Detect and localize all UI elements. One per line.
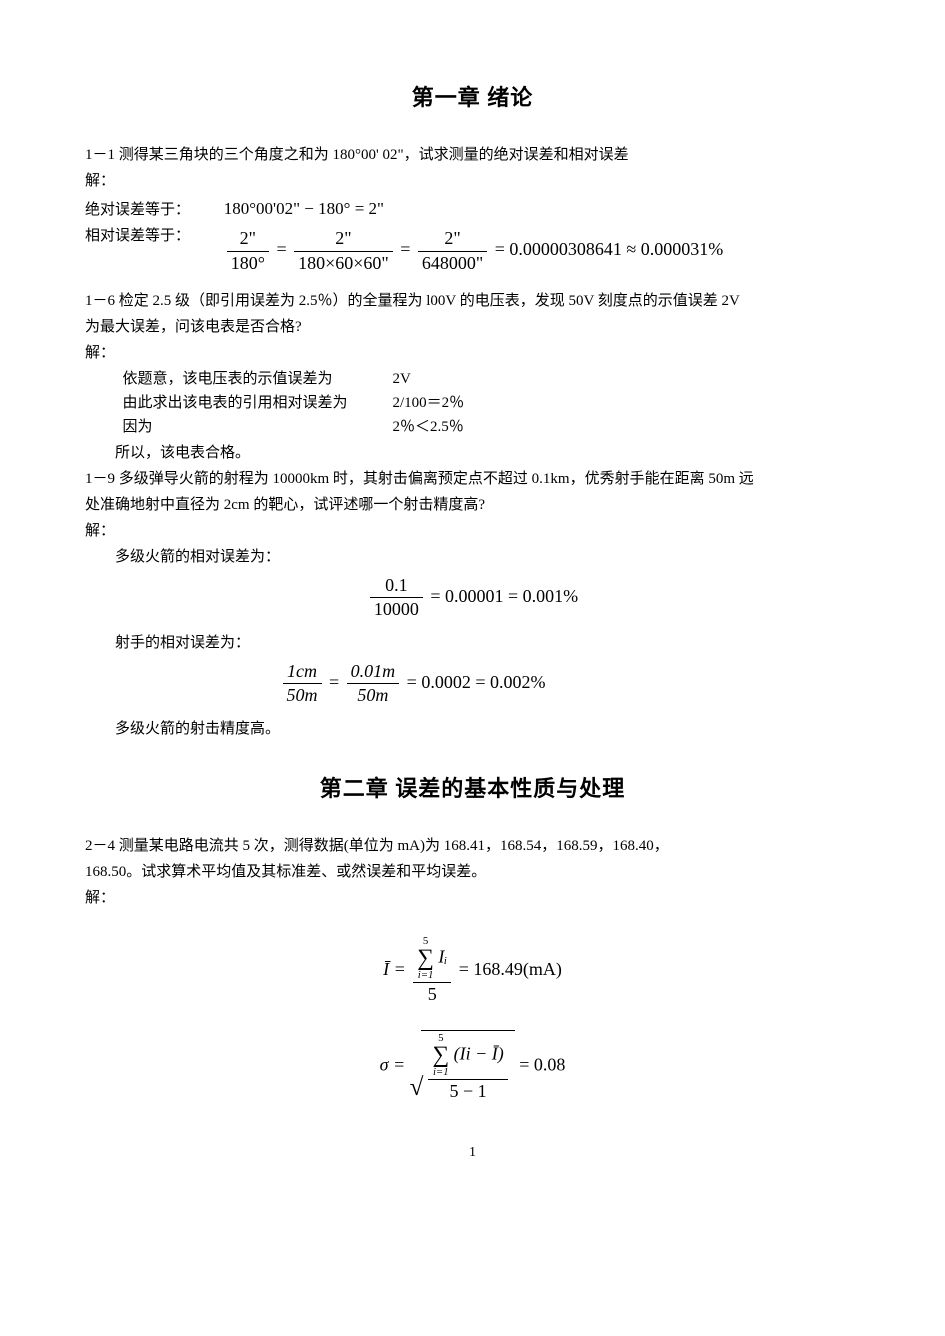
q1-1-rel-f1-den: 180° bbox=[227, 252, 269, 275]
q1-6-r0-c2: 2V bbox=[393, 367, 411, 391]
chapter2-title: 第二章 误差的基本性质与处理 bbox=[85, 771, 860, 806]
q1-1-abs-lhs: 180°00'02" − 180° bbox=[224, 199, 351, 218]
eq-sign: = bbox=[329, 672, 344, 692]
q2-4-sol-label: 解： bbox=[85, 886, 860, 910]
q2-4-mean-sumbot: i=1 bbox=[418, 970, 434, 981]
q1-6-prompt-l2: 为最大误差，问该电表是否合格? bbox=[85, 315, 860, 339]
q1-9-shooter-f1-den: 50m bbox=[283, 684, 322, 707]
q2-4-mean-den: 5 bbox=[413, 983, 451, 1006]
q2-4-prompt-l2: 168.50。试求算术平均值及其标准差、或然误差和平均误差。 bbox=[85, 860, 860, 884]
q1-9-sol-label: 解： bbox=[85, 519, 860, 543]
q1-1-rel-f3-den: 648000" bbox=[418, 252, 487, 275]
sigma-icon: ∑ bbox=[432, 1044, 449, 1067]
sigma-icon: ∑ bbox=[417, 947, 434, 970]
eq-sign: = bbox=[276, 240, 291, 260]
q1-9-prompt-l2: 处准确地射中直径为 2cm 的靶心，试评述哪一个射击精度高? bbox=[85, 493, 860, 517]
q1-6-r0-c1: 依题意，该电压表的示值误差为 bbox=[123, 367, 393, 391]
q1-9-prompt-l1: 1－9 多级弹导火箭的射程为 10000km 时，其射击偏离预定点不超过 0.1… bbox=[85, 467, 860, 491]
q1-1-sol-label: 解： bbox=[85, 169, 860, 193]
q1-9-shooter-f2-num: 0.01m bbox=[347, 661, 400, 685]
q1-9-conclusion: 多级火箭的射击精度高。 bbox=[85, 717, 860, 741]
q1-9-shooter-f2-den: 50m bbox=[347, 684, 400, 707]
q2-4-sigma-sumbot: i=1 bbox=[433, 1067, 449, 1078]
q1-6-conclusion: 所以，该电表合格。 bbox=[85, 441, 860, 465]
table-row: 依题意，该电压表的示值误差为 2V bbox=[123, 367, 861, 391]
q2-4-mean-lhs: Ī = bbox=[383, 959, 410, 979]
q1-9-rocket-den: 10000 bbox=[370, 598, 423, 621]
table-row: 由此求出该电表的引用相对误差为 2/100＝2％ bbox=[123, 391, 861, 415]
table-row: 因为 2％＜2.5％ bbox=[123, 415, 861, 439]
chapter1-title: 第一章 绪论 bbox=[85, 80, 860, 115]
q1-9-rocket-label: 多级火箭的相对误差为： bbox=[85, 545, 860, 569]
q1-1-rel-f1-num: 2" bbox=[227, 228, 269, 252]
q2-4-sigma-den: 5 − 1 bbox=[428, 1080, 507, 1103]
q1-1-rel-label: 相对误差等于： bbox=[85, 224, 220, 248]
q1-6-sol-label: 解： bbox=[85, 341, 860, 365]
q1-9-rocket-eq: 0.1 10000 = 0.00001 = 0.001% bbox=[85, 575, 860, 621]
q1-1-abs-label: 绝对误差等于： bbox=[85, 198, 220, 222]
q2-4-prompt-l1: 2－4 测量某电路电流共 5 次，测得数据(单位为 mA)为 168.41，16… bbox=[85, 834, 860, 858]
q1-1-rel-result: = 0.00000308641 ≈ 0.000031% bbox=[495, 240, 724, 260]
q2-4-mean-sumbody: Iᵢ bbox=[438, 947, 447, 967]
q1-6-r2-c1: 因为 bbox=[123, 415, 393, 439]
q1-1-abs-row: 绝对误差等于： 180°00'02" − 180° = 2" bbox=[85, 195, 860, 222]
q2-4-sigma-eq: σ = √ 5 ∑ i=1 (Ii − Ī) 5 − 1 = 0.08 bbox=[85, 1030, 860, 1103]
q2-4-mean-eq: Ī = 5 ∑ i=1 Iᵢ 5 = 168.49(mA) bbox=[85, 936, 860, 1006]
q1-9-rocket-num: 0.1 bbox=[370, 575, 423, 599]
q1-1-rel-f2-den: 180×60×60" bbox=[294, 252, 393, 275]
q2-4-sigma-rhs: = 0.08 bbox=[519, 1054, 565, 1074]
eq-sign: = bbox=[400, 240, 415, 260]
q1-9-shooter-f1-num: 1cm bbox=[283, 661, 322, 685]
q1-1-prompt: 1－1 测得某三角块的三个角度之和为 180°00' 02"，试求测量的绝对误差… bbox=[85, 143, 860, 167]
q2-4-sigma-lhs: σ = bbox=[380, 1054, 410, 1074]
q1-6-r2-c2: 2％＜2.5％ bbox=[393, 415, 464, 439]
q1-1-rel-f3-num: 2" bbox=[418, 228, 487, 252]
q1-1-rel-row: 相对误差等于： 2" 180° = 2" 180×60×60" = 2" 648… bbox=[85, 224, 860, 282]
q1-6-prompt-l1: 1－6 检定 2.5 级（即引用误差为 2.5％）的全量程为 l00V 的电压表… bbox=[85, 289, 860, 313]
q1-1-rel-f2-num: 2" bbox=[294, 228, 393, 252]
q1-9-shooter-eq: 1cm 50m = 0.01m 50m = 0.0002 = 0.002% bbox=[0, 661, 860, 707]
q1-6-r1-c2: 2/100＝2％ bbox=[393, 391, 465, 415]
q1-1-abs-rhs: = 2" bbox=[350, 199, 384, 218]
q1-9-shooter-label: 射手的相对误差为： bbox=[85, 631, 860, 655]
q1-9-shooter-result: = 0.0002 = 0.002% bbox=[407, 672, 546, 692]
q1-6-table: 依题意，该电压表的示值误差为 2V 由此求出该电表的引用相对误差为 2/100＝… bbox=[123, 367, 861, 439]
q1-9-rocket-result: = 0.00001 = 0.001% bbox=[430, 586, 578, 606]
q2-4-sigma-sumbody: (Ii − Ī) bbox=[454, 1043, 504, 1063]
q2-4-mean-rhs: = 168.49(mA) bbox=[459, 959, 562, 979]
q1-6-r1-c1: 由此求出该电表的引用相对误差为 bbox=[123, 391, 393, 415]
page-number: 1 bbox=[85, 1142, 860, 1164]
